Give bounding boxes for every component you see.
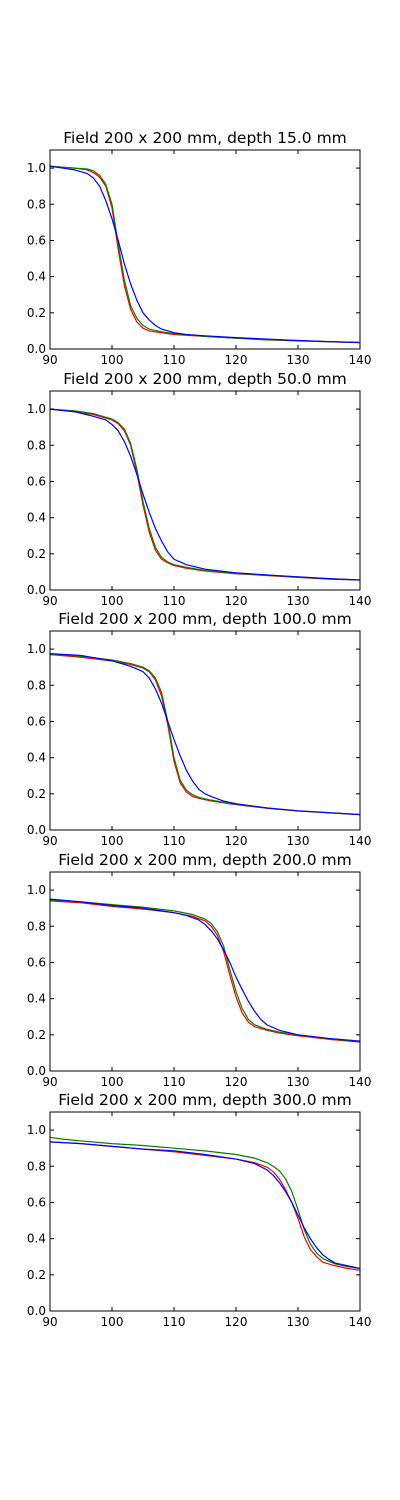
y-tick-label: 1.0 (27, 1123, 46, 1137)
chart-5: Field 200 x 200 mm, depth 300.0 mm 90 100 1… (27, 1091, 372, 1329)
y-tick-label: 0.6 (27, 714, 46, 728)
x-tick-label: 110 (163, 1075, 186, 1089)
chart-3: Field 200 x 200 mm, depth 100.0 mm 90 100 1… (27, 610, 372, 848)
y-tick-label: 0.8 (27, 1159, 46, 1173)
x-tick-label: 130 (287, 1075, 310, 1089)
x-tick-label: 100 (101, 834, 124, 848)
y-tick-label: 0.8 (27, 438, 46, 452)
y-tick-label: 1.0 (27, 642, 46, 656)
y-tick-label: 0.0 (27, 1304, 46, 1318)
y-tick-label: 0.8 (27, 678, 46, 692)
y-tick-label: 0.6 (27, 233, 46, 247)
x-tick-label: 110 (163, 834, 186, 848)
chart-title: Field 200 x 200 mm, depth 50.0 mm (63, 370, 347, 388)
x-tick-label: 130 (287, 353, 310, 367)
y-tick-label: 0.0 (27, 1064, 46, 1078)
y-tick-label: 0.4 (27, 1232, 46, 1246)
y-tick-label: 0.4 (27, 270, 46, 284)
x-tick-label: 140 (349, 1075, 372, 1089)
plot-frame (49, 149, 361, 350)
x-tick-label: 100 (101, 353, 124, 367)
x-tick-label: 120 (225, 353, 248, 367)
series-line-2 (50, 899, 360, 1043)
y-tick-label: 0.4 (27, 511, 46, 525)
plot-frame (49, 1111, 361, 1312)
x-tick-label: 100 (101, 1075, 124, 1089)
y-tick-label: 0.2 (27, 1028, 46, 1042)
y-tick-label: 1.0 (27, 161, 46, 175)
series-line-3 (50, 165, 360, 344)
y-tick-label: 0.0 (27, 583, 46, 597)
series-line-3 (50, 653, 360, 816)
y-tick-label: 1.0 (27, 402, 46, 416)
plot-frame (49, 630, 361, 831)
x-tick-label: 140 (349, 353, 372, 367)
x-tick-label: 120 (225, 594, 248, 608)
x-tick-label: 120 (225, 1315, 248, 1329)
x-tick-label: 100 (101, 594, 124, 608)
y-tick-label: 0.0 (27, 823, 46, 837)
y-tick-label: 0.8 (27, 919, 46, 933)
y-tick-label: 0.0 (27, 342, 46, 356)
x-tick-label: 90 (42, 353, 57, 367)
y-tick-label: 0.4 (27, 992, 46, 1006)
y-tick-label: 0.8 (27, 197, 46, 211)
series-line-3 (50, 408, 360, 581)
x-tick-label: 90 (42, 594, 57, 608)
x-tick-label: 120 (225, 834, 248, 848)
y-tick-label: 0.6 (27, 474, 46, 488)
x-tick-label: 120 (225, 1075, 248, 1089)
chart-title: Field 200 x 200 mm, depth 100.0 mm (58, 610, 351, 628)
x-tick-label: 110 (163, 594, 186, 608)
y-tick-label: 0.2 (27, 306, 46, 320)
plot-frame (49, 390, 361, 591)
chart-4: Field 200 x 200 mm, depth 200.0 mm 90 100 1… (27, 851, 372, 1089)
y-tick-label: 0.6 (27, 955, 46, 969)
x-tick-label: 110 (163, 353, 186, 367)
x-tick-label: 140 (349, 1315, 372, 1329)
series-line-3 (50, 1141, 360, 1270)
x-tick-label: 140 (349, 594, 372, 608)
x-tick-label: 140 (349, 834, 372, 848)
y-tick-label: 0.2 (27, 547, 46, 561)
series-line-1 (50, 900, 360, 1043)
x-tick-label: 130 (287, 834, 310, 848)
y-tick-label: 0.4 (27, 751, 46, 765)
series-line-2 (50, 1136, 360, 1270)
x-tick-label: 90 (42, 1315, 57, 1329)
chart-title: Field 200 x 200 mm, depth 15.0 mm (63, 129, 347, 147)
series-line-3 (50, 898, 360, 1042)
y-tick-label: 0.6 (27, 1195, 46, 1209)
chart-title: Field 200 x 200 mm, depth 300.0 mm (58, 1091, 351, 1109)
x-tick-label: 130 (287, 594, 310, 608)
chart-1: Field 200 x 200 mm, depth 15.0 mm 90 100 11… (27, 129, 372, 367)
y-tick-label: 1.0 (27, 883, 46, 897)
plot-frame (49, 871, 361, 1072)
x-tick-label: 130 (287, 1315, 310, 1329)
chart-title: Field 200 x 200 mm, depth 200.0 mm (58, 851, 351, 869)
x-tick-label: 100 (101, 1315, 124, 1329)
x-tick-label: 110 (163, 1315, 186, 1329)
x-tick-label: 90 (42, 834, 57, 848)
chart-2: Field 200 x 200 mm, depth 50.0 mm 90 100 11… (27, 370, 372, 608)
y-tick-label: 0.2 (27, 787, 46, 801)
y-tick-label: 0.2 (27, 1268, 46, 1282)
x-tick-label: 90 (42, 1075, 57, 1089)
